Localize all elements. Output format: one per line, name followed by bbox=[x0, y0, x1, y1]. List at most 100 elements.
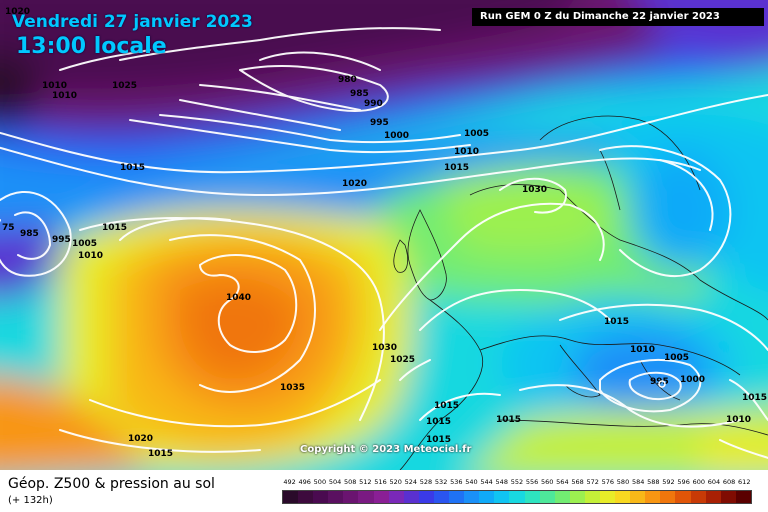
isobar-label: 75 bbox=[2, 223, 15, 233]
legend-color-swatch bbox=[554, 491, 570, 503]
isobar-label: 985 bbox=[20, 229, 39, 239]
isobar-label: 1015 bbox=[604, 317, 629, 327]
isobar-label: 1005 bbox=[72, 239, 97, 249]
legend-tick-label: 524 bbox=[404, 478, 418, 486]
isobar-label: 985 bbox=[350, 89, 369, 99]
legend-color-swatch bbox=[690, 491, 706, 503]
legend-scale-labels: 492 496 500 504 508 512 516 520 524 528 532 536 540 5… bbox=[282, 478, 752, 490]
isobar-label: 1025 bbox=[390, 355, 415, 365]
legend-color-swatch bbox=[494, 491, 510, 503]
legend-color-swatch bbox=[705, 491, 721, 503]
low-center-marker bbox=[658, 380, 666, 388]
legend-color-swatch bbox=[358, 491, 374, 503]
legend-tick-label: 568 bbox=[571, 478, 584, 486]
isobar-label: 1015 bbox=[120, 163, 145, 173]
legend-color-swatch bbox=[403, 491, 419, 503]
legend-tick-label: 520 bbox=[389, 478, 402, 486]
legend-color-swatch bbox=[599, 491, 616, 503]
isobar-label: 1020 bbox=[5, 7, 30, 17]
legend-color-swatch bbox=[524, 491, 540, 503]
legend-tick-label: 560 bbox=[541, 478, 554, 486]
legend-tick-label: 572 bbox=[586, 478, 599, 486]
legend-color-swatch bbox=[569, 491, 585, 503]
isobar-label: 1015 bbox=[148, 449, 173, 459]
isobar-label: 1020 bbox=[128, 434, 153, 444]
legend-tick-label: 584 bbox=[631, 478, 645, 486]
forecast-local-time: 13:00 locale bbox=[16, 34, 167, 59]
copyright-notice: Copyright © 2023 Meteociel.fr bbox=[300, 444, 472, 455]
legend-color-swatch bbox=[433, 491, 450, 503]
isobar-label: 1025 bbox=[112, 81, 137, 91]
legend-tick-label: 612 bbox=[738, 478, 751, 486]
legend-tick-label: 532 bbox=[434, 478, 448, 486]
legend-tick-label: 576 bbox=[601, 478, 615, 486]
isobar-label: 1010 bbox=[42, 81, 67, 91]
isobar-label: 1015 bbox=[102, 223, 127, 233]
isobar-label: 1010 bbox=[52, 91, 77, 101]
legend-color-swatch bbox=[328, 491, 344, 503]
legend-color-swatch bbox=[313, 491, 329, 503]
isobar-label: 1015 bbox=[426, 417, 451, 427]
legend-tick-label: 516 bbox=[374, 478, 387, 486]
legend-color-swatch bbox=[735, 491, 751, 503]
isobar-label: 980 bbox=[338, 75, 357, 85]
model-run-info: Run GEM 0 Z du Dimanche 22 janvier 2023 bbox=[472, 8, 764, 26]
isobar-label: 1030 bbox=[522, 185, 547, 195]
isobar-label: 1015 bbox=[434, 401, 459, 411]
legend-tick-label: 544 bbox=[480, 478, 493, 486]
legend-tick-label: 596 bbox=[677, 478, 690, 486]
legend-tick-label: 536 bbox=[450, 478, 463, 486]
legend-tick-label: 528 bbox=[419, 478, 433, 486]
legend-tick-label: 592 bbox=[662, 478, 675, 486]
legend-tick-label: 504 bbox=[328, 478, 342, 486]
isobar-label: 1040 bbox=[226, 293, 251, 303]
legend-color-swatch bbox=[615, 491, 631, 503]
legend-tick-label: 556 bbox=[525, 478, 539, 486]
legend-color-swatch bbox=[630, 491, 646, 503]
isobar-label: 1015 bbox=[742, 393, 767, 403]
isobar-label: 1035 bbox=[280, 383, 305, 393]
isobar-label: 1015 bbox=[496, 415, 521, 425]
isobar-label: 1010 bbox=[78, 251, 103, 261]
legend-color-swatch bbox=[675, 491, 691, 503]
legend-color-swatch bbox=[645, 491, 661, 503]
legend-tick-label: 564 bbox=[556, 478, 569, 486]
legend-tick-label: 588 bbox=[647, 478, 660, 486]
isobar-label: 990 bbox=[364, 99, 383, 109]
legend-color-swatch bbox=[449, 491, 465, 503]
legend-color-swatch bbox=[388, 491, 404, 503]
weather-map: 1020 1010 1010 1025 980 985 990 995 1000… bbox=[0, 0, 768, 470]
isobar-label: 1030 bbox=[372, 343, 397, 353]
legend-tick-label: 496 bbox=[298, 478, 311, 486]
legend-color-swatch bbox=[660, 491, 676, 503]
isobar-label: 1005 bbox=[464, 129, 489, 139]
legend-color-swatch bbox=[418, 491, 434, 503]
legend-color-swatch bbox=[539, 491, 555, 503]
coastlines bbox=[393, 115, 768, 470]
legend-color-swatch bbox=[584, 491, 600, 503]
isobar-labels: 1020 1010 1010 1025 980 985 990 995 1000… bbox=[2, 7, 767, 459]
isobar-label: 995 bbox=[370, 118, 389, 128]
legend-tick-label: 548 bbox=[495, 478, 508, 486]
legend-tick-label: 600 bbox=[692, 478, 705, 486]
legend-tick-label: 492 bbox=[283, 478, 296, 486]
isobar-label: 1005 bbox=[664, 353, 689, 363]
legend-color-swatch bbox=[464, 491, 480, 503]
legend-color-swatch bbox=[343, 491, 359, 503]
isobars bbox=[0, 27, 768, 459]
legend-tick-label: 580 bbox=[616, 478, 630, 486]
legend-tick-label: 500 bbox=[313, 478, 327, 486]
legend-tick-label: 608 bbox=[722, 478, 736, 486]
lead-time: (+ 132h) bbox=[8, 495, 53, 506]
isobar-label: 1020 bbox=[342, 179, 367, 189]
legend-color-swatch bbox=[509, 491, 525, 503]
legend-tick-label: 540 bbox=[465, 478, 478, 486]
isobar-label: 1010 bbox=[726, 415, 751, 425]
isobar-label: 1000 bbox=[384, 131, 409, 141]
chart-title: Géop. Z500 & pression au sol bbox=[8, 476, 215, 492]
legend-color-swatch bbox=[720, 491, 736, 503]
isobar-label: 1015 bbox=[426, 435, 451, 445]
isobar-label: 1015 bbox=[444, 163, 469, 173]
legend-color-swatch bbox=[479, 491, 495, 503]
legend-color-swatch bbox=[373, 491, 389, 503]
